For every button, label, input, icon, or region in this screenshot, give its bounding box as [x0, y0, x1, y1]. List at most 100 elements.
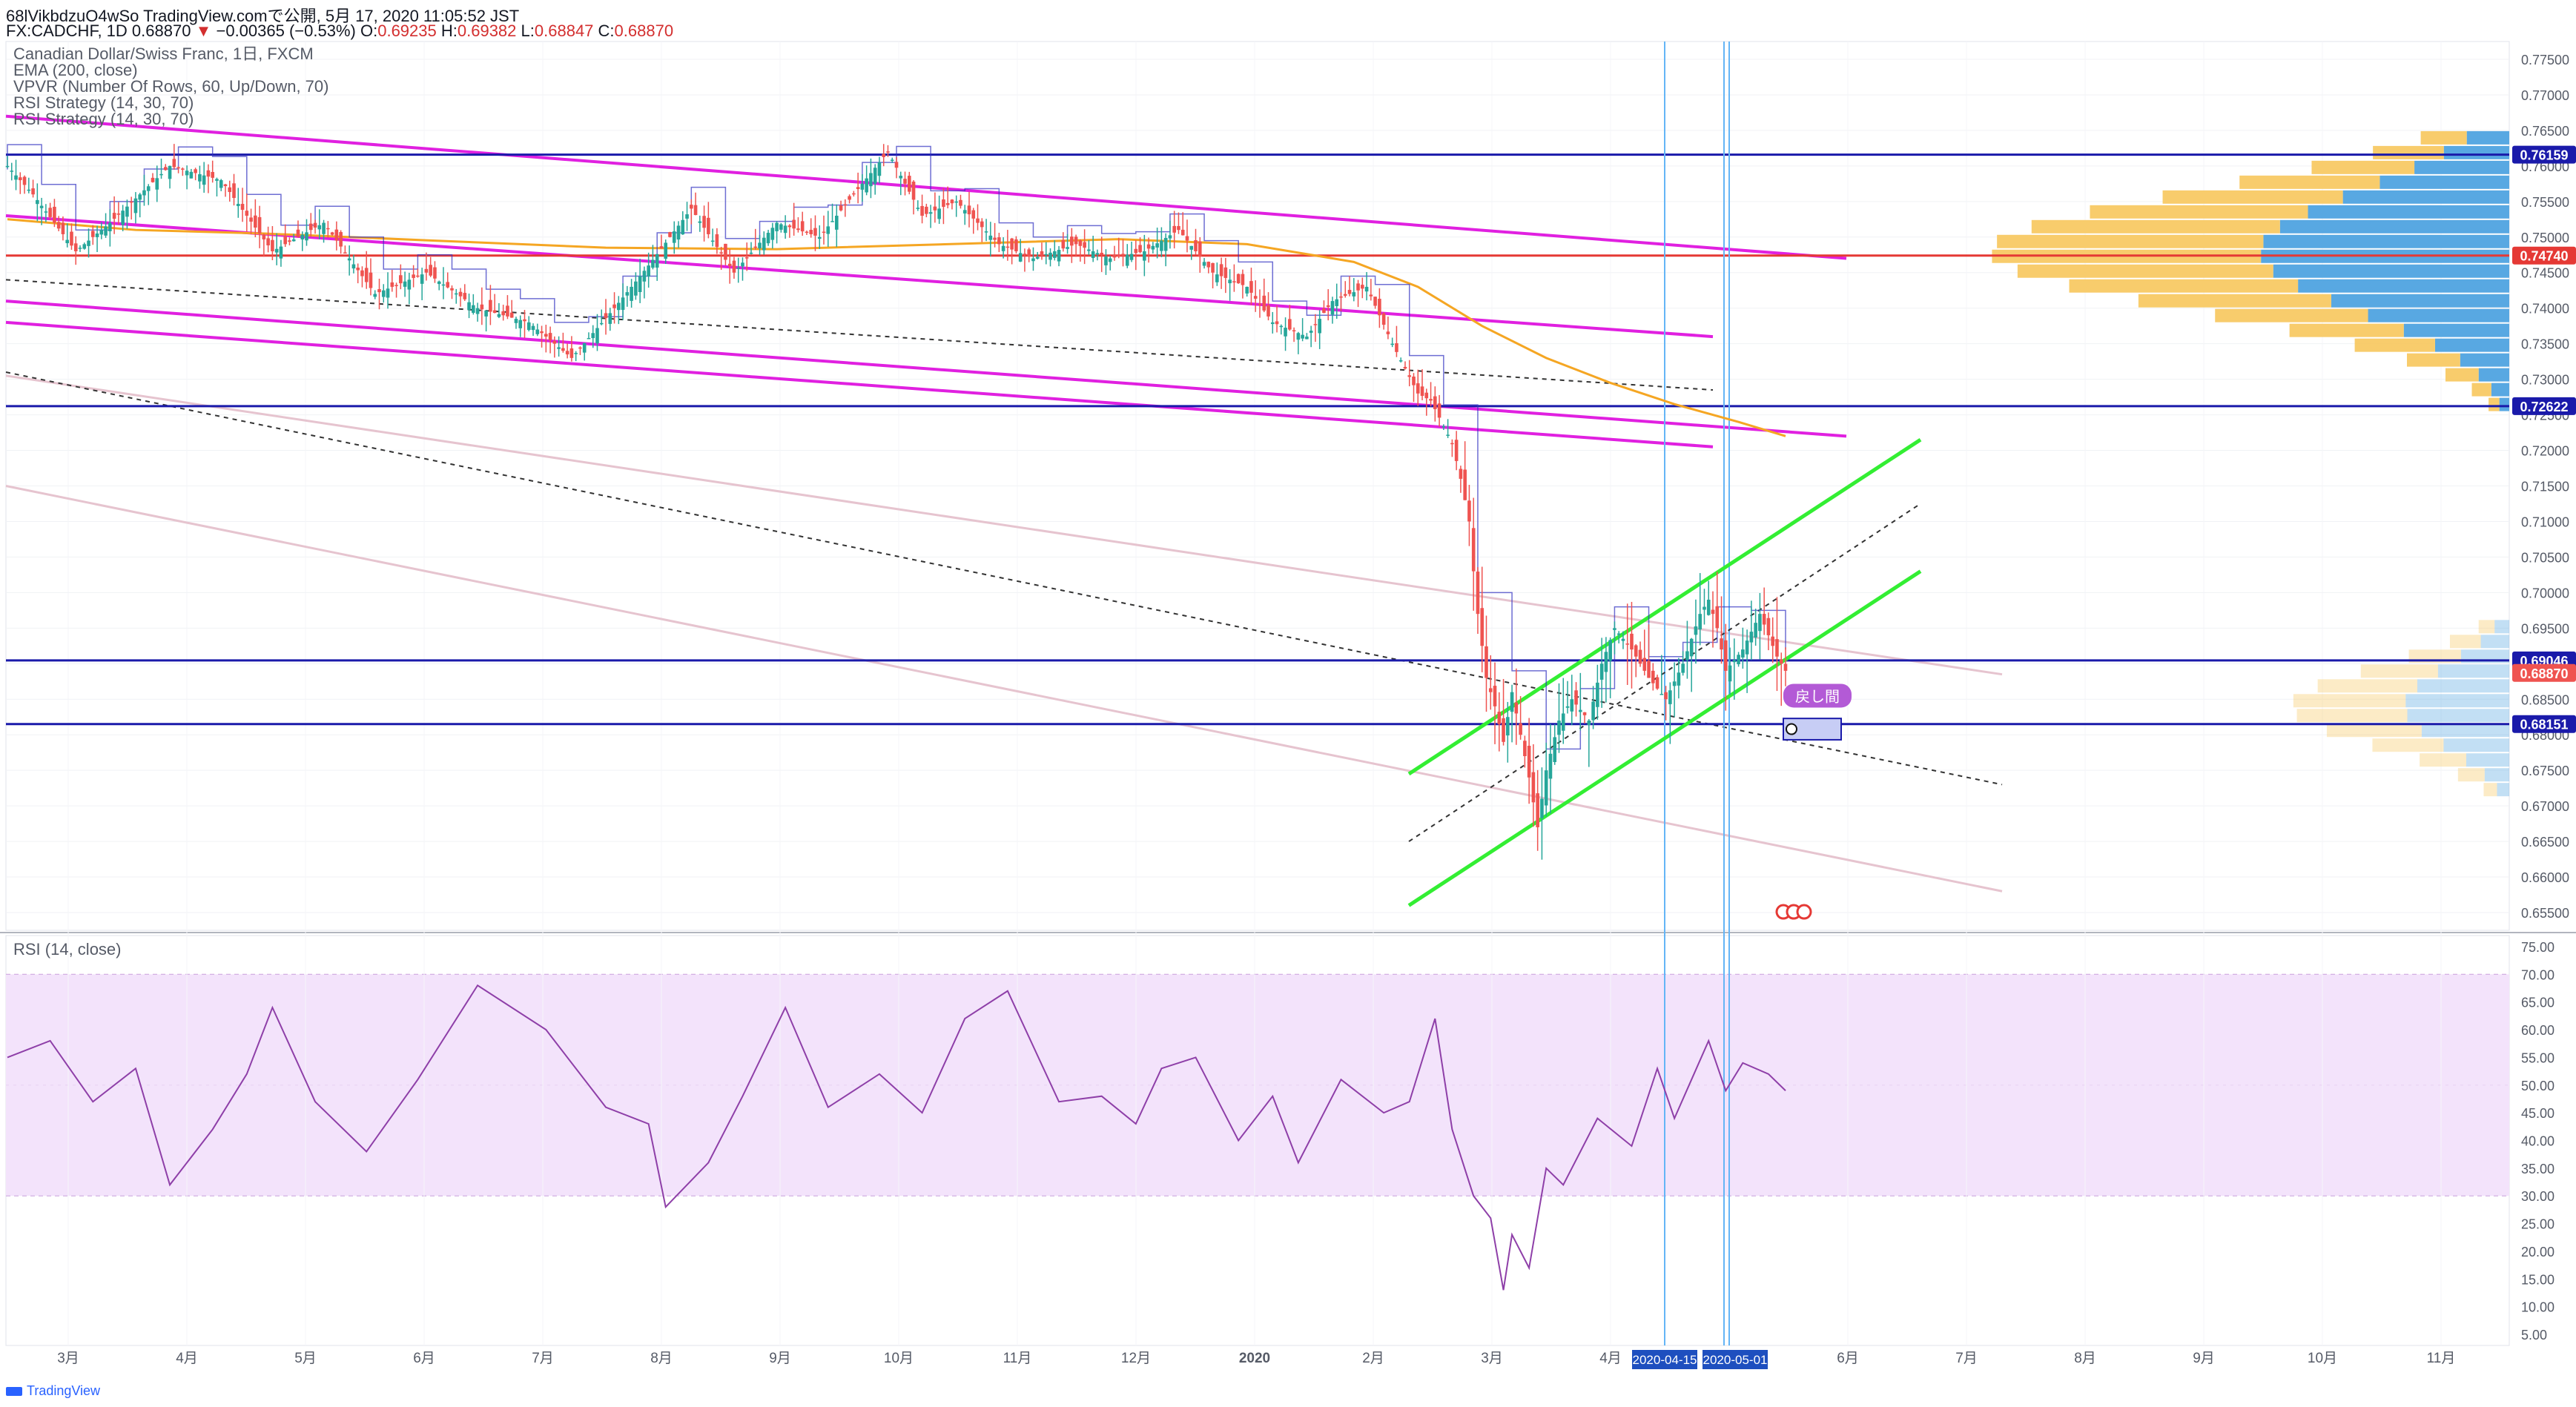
candle-body: [1177, 225, 1180, 231]
candle-body: [1134, 248, 1138, 254]
candle-body: [911, 182, 916, 200]
publish-line: 68lVikbdzuO4wSo TradingView.comで公開, 5月 1…: [6, 7, 520, 25]
volume-profile-up: [2499, 397, 2509, 411]
target-icon: [1786, 723, 1797, 735]
candle-body: [899, 176, 903, 179]
time-tick-label: 11月: [1003, 1351, 1032, 1366]
candle-body: [578, 347, 582, 349]
legend-rsi-strategy[interactable]: RSI Strategy (14, 30, 70): [13, 93, 194, 112]
green-channel-lower: [1407, 569, 1922, 907]
candle-body: [1758, 614, 1762, 632]
candle-body: [1579, 709, 1582, 712]
candle-body: [1433, 396, 1437, 409]
candle-body: [437, 281, 441, 285]
candle-body: [65, 239, 70, 244]
candle-body: [1582, 712, 1587, 715]
candle-body: [1694, 626, 1698, 635]
candle-body: [232, 183, 236, 199]
candle-body: [621, 297, 625, 311]
price-tick-label: 0.76500: [2521, 124, 2569, 139]
time-tick-label: 7月: [532, 1351, 554, 1366]
low-value: 0.68847: [534, 21, 594, 40]
legend-vpvr[interactable]: VPVR (Number Of Rows, 60, Up/Down, 70): [13, 77, 329, 96]
candle-body: [53, 206, 56, 223]
candle-body: [830, 221, 834, 222]
volume-profile-up: [2491, 383, 2509, 397]
legend-ema[interactable]: EMA (200, close): [13, 61, 138, 79]
candle-body: [185, 171, 189, 176]
legend-rsi-strategy-2[interactable]: RSI Strategy (14, 30, 70): [13, 110, 194, 128]
candle-body: [1766, 618, 1771, 635]
candle-body: [1596, 682, 1599, 707]
time-tick-label: 12月: [1121, 1351, 1151, 1366]
candle-body: [1390, 343, 1394, 345]
candle-body: [219, 180, 223, 188]
time-tick-label: 8月: [2074, 1351, 2096, 1366]
price-tick-label: 0.69500: [2521, 621, 2569, 636]
price-label-box: [2512, 246, 2576, 265]
candle-body: [254, 215, 257, 228]
candle-body: [834, 216, 839, 230]
candle-body: [1279, 325, 1284, 328]
candle-body: [1108, 258, 1112, 262]
rsi-pane-label[interactable]: RSI (14, close): [13, 940, 122, 959]
candle-body: [266, 238, 270, 245]
volume-profile-down: [2293, 694, 2406, 708]
candle-body: [514, 319, 518, 323]
candle-body: [1211, 262, 1215, 273]
candle-body: [1001, 245, 1005, 251]
candle-body: [159, 173, 163, 176]
candle-body: [1677, 672, 1681, 686]
candle-body: [1745, 640, 1749, 655]
candle-body: [962, 210, 967, 213]
candle-body: [1292, 330, 1296, 331]
candle-body: [1284, 328, 1287, 337]
volume-profile-up: [2421, 724, 2509, 738]
candle-body: [1245, 286, 1249, 294]
candle-body: [1548, 753, 1553, 779]
close-label: C:: [598, 21, 615, 40]
candle-body: [988, 235, 993, 240]
price-tick-label: 0.75000: [2521, 231, 2569, 245]
candle-body: [1163, 237, 1168, 251]
candle-body: [1112, 255, 1117, 258]
candle-body: [1441, 426, 1446, 428]
volume-profile-down: [2296, 709, 2408, 723]
candle-body: [783, 225, 787, 234]
candle-body: [877, 162, 882, 176]
candle-body: [484, 310, 488, 317]
candle-body: [1146, 244, 1151, 249]
candle-body: [1741, 649, 1745, 658]
volume-profile-down: [2420, 130, 2467, 145]
candle-body: [1095, 253, 1100, 255]
candle-body: [155, 178, 159, 190]
volume-profile-down: [2069, 279, 2299, 293]
candle-body: [933, 206, 937, 211]
candle-body: [1604, 652, 1608, 672]
candle-body: [441, 284, 446, 286]
candle-body: [390, 282, 394, 287]
candle-body: [523, 319, 526, 322]
price-tick-label: 0.72000: [2521, 444, 2569, 459]
price-tick-label: 0.71500: [2521, 480, 2569, 494]
tradingview-logo[interactable]: TradingView: [6, 1383, 100, 1399]
candle-body: [852, 193, 856, 195]
volume-profile-up: [2460, 353, 2509, 367]
candle-body: [1070, 236, 1074, 246]
candle-body: [595, 328, 599, 344]
candle-body: [1689, 638, 1694, 657]
rsi-tick-label: 5.00: [2521, 1328, 2547, 1343]
legend-symbol[interactable]: Canadian Dollar/Swiss Franc, 1日, FXCM: [13, 44, 314, 63]
candle-body: [236, 204, 240, 206]
candle-body: [509, 312, 514, 318]
candle-body: [655, 254, 659, 268]
candle-body: [822, 231, 826, 234]
candle-body: [1754, 623, 1757, 638]
candle-body: [770, 228, 775, 240]
candle-body: [741, 262, 744, 267]
candle-body: [1450, 443, 1454, 445]
candle-body: [865, 178, 868, 193]
candle-body: [394, 285, 398, 286]
volume-profile-up: [2279, 219, 2509, 234]
